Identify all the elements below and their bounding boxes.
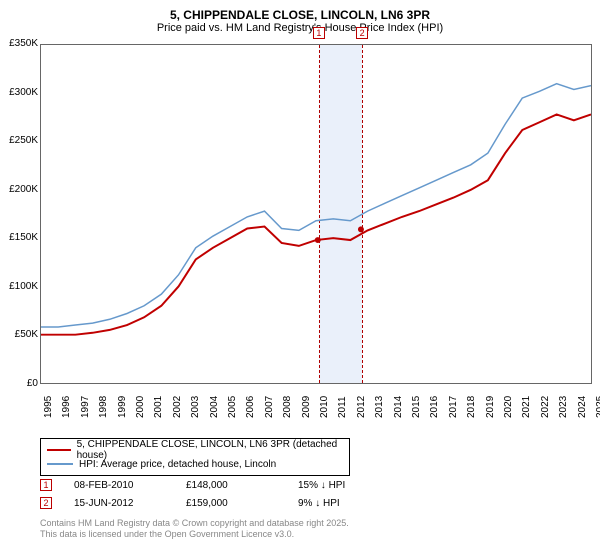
series-hpi [41, 84, 591, 327]
x-axis-labels: 1995 1996 1997 1998 1999 2000 2001 2002 2003 2004… [40, 388, 592, 436]
x-tick-label: 2023 [558, 396, 569, 418]
x-tick-label: 2013 [374, 396, 385, 418]
x-tick-label: 2025 [595, 396, 600, 418]
sale-date: 15-JUN-2012 [74, 498, 184, 509]
x-tick-label: 2006 [245, 396, 256, 418]
x-tick-label: 2007 [264, 396, 275, 418]
sales-marker: 1 [40, 479, 52, 491]
x-tick-label: 2017 [448, 396, 459, 418]
sales-row: 2 15-JUN-2012£159,0009% ↓ HPI [40, 494, 408, 512]
legend: 5, CHIPPENDALE CLOSE, LINCOLN, LN6 3PR (… [40, 438, 350, 476]
x-tick-label: 2000 [135, 396, 146, 418]
x-tick-label: 1996 [61, 396, 72, 418]
legend-label: HPI: Average price, detached house, Linc… [79, 459, 276, 470]
y-tick-label: £200K [0, 184, 38, 195]
y-tick-label: £150K [0, 232, 38, 243]
y-tick-label: £50K [0, 329, 38, 340]
x-tick-label: 1997 [80, 396, 91, 418]
x-tick-label: 2021 [521, 396, 532, 418]
x-tick-label: 2003 [190, 396, 201, 418]
x-tick-label: 1995 [43, 396, 54, 418]
x-tick-label: 2005 [227, 396, 238, 418]
x-tick-label: 2019 [485, 396, 496, 418]
line-plot [41, 45, 591, 383]
footer-line1: Contains HM Land Registry data © Crown c… [40, 518, 349, 529]
y-tick-label: £0 [0, 378, 38, 389]
x-tick-label: 2015 [411, 396, 422, 418]
chart-title: 5, CHIPPENDALE CLOSE, LINCOLN, LN6 3PR [0, 0, 600, 22]
x-tick-label: 2020 [503, 396, 514, 418]
legend-swatch [47, 449, 71, 451]
sale-price: £148,000 [186, 480, 296, 491]
x-tick-label: 2011 [337, 396, 348, 418]
chart-subtitle: Price paid vs. HM Land Registry's House … [0, 22, 600, 38]
sales-row: 1 08-FEB-2010£148,00015% ↓ HPI [40, 476, 408, 494]
y-tick-label: £100K [0, 281, 38, 292]
footer-line2: This data is licensed under the Open Gov… [40, 529, 349, 540]
sales-table: 1 08-FEB-2010£148,00015% ↓ HPI 2 15-JUN-201… [40, 476, 408, 512]
legend-swatch [47, 463, 73, 465]
series-price_paid [41, 114, 591, 334]
x-tick-label: 2004 [209, 396, 220, 418]
x-tick-label: 2014 [393, 396, 404, 418]
chart-area: 12 [40, 44, 592, 384]
x-tick-label: 2024 [577, 396, 588, 418]
sale-delta: 9% ↓ HPI [298, 498, 408, 509]
y-tick-label: £300K [0, 87, 38, 98]
sales-marker: 2 [40, 497, 52, 509]
x-tick-label: 1999 [117, 396, 128, 418]
x-tick-label: 2022 [540, 396, 551, 418]
x-tick-label: 2012 [356, 396, 367, 418]
x-tick-label: 2001 [153, 396, 164, 418]
x-tick-label: 1998 [98, 396, 109, 418]
sale-delta: 15% ↓ HPI [298, 480, 408, 491]
x-tick-label: 2018 [466, 396, 477, 418]
y-tick-label: £350K [0, 38, 38, 49]
legend-row: 5, CHIPPENDALE CLOSE, LINCOLN, LN6 3PR (… [47, 443, 343, 457]
sale-price: £159,000 [186, 498, 296, 509]
sale-point [358, 226, 364, 232]
sale-marker-1: 1 [313, 27, 325, 39]
x-tick-label: 2002 [172, 396, 183, 418]
sale-date: 08-FEB-2010 [74, 480, 184, 491]
x-tick-label: 2016 [429, 396, 440, 418]
y-tick-label: £250K [0, 135, 38, 146]
x-tick-label: 2008 [282, 396, 293, 418]
x-tick-label: 2009 [301, 396, 312, 418]
sale-marker-2: 2 [356, 27, 368, 39]
sale-point [315, 237, 321, 243]
attribution-footer: Contains HM Land Registry data © Crown c… [40, 518, 349, 540]
x-tick-label: 2010 [319, 396, 330, 418]
